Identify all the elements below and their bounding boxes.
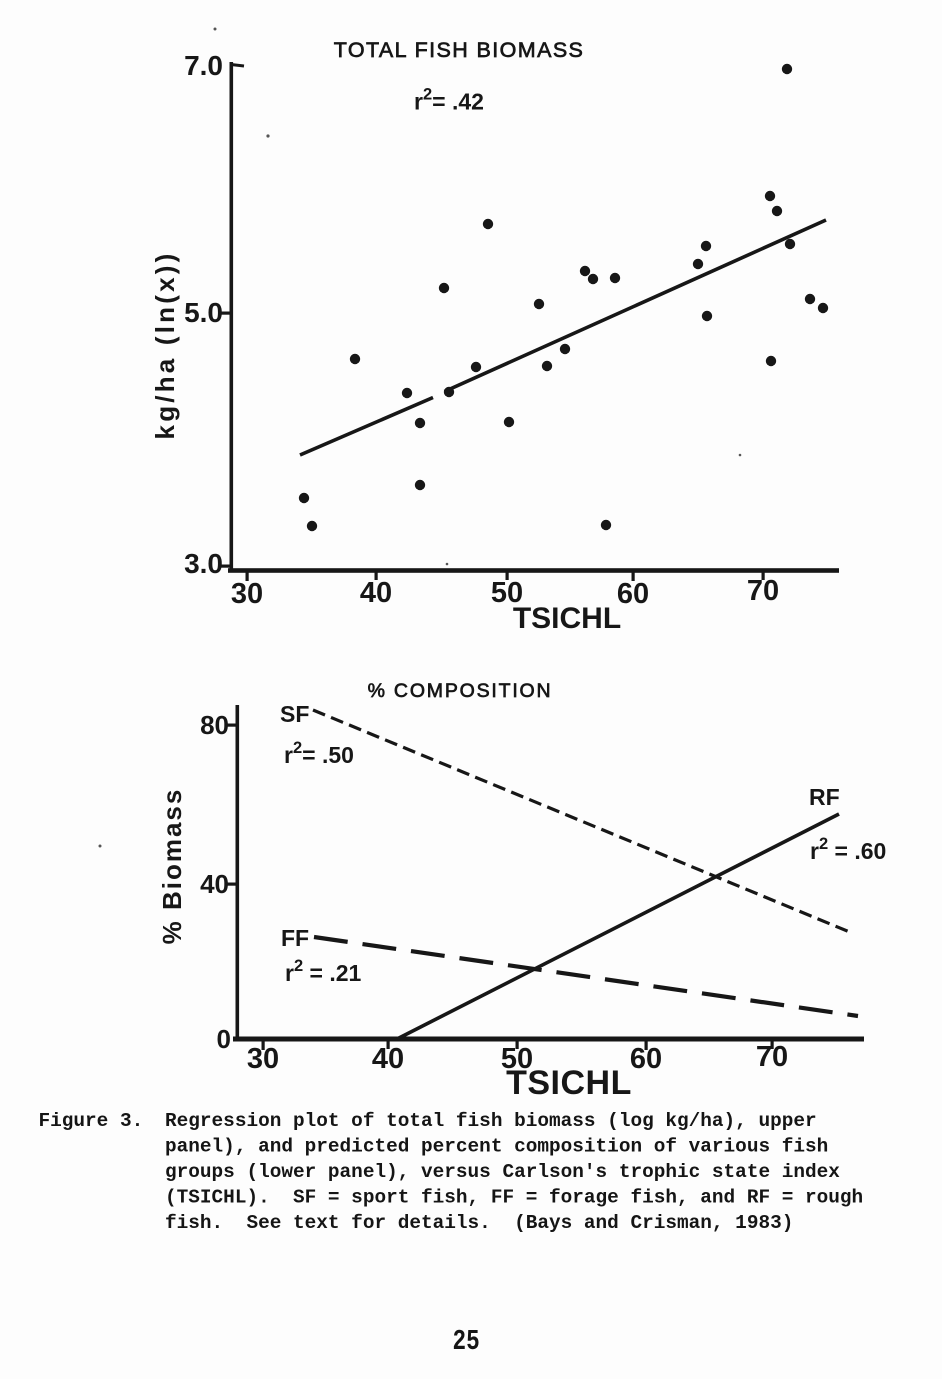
- svg-text:50: 50: [491, 577, 523, 609]
- svg-text:60: 60: [630, 1043, 662, 1075]
- svg-text:FF: FF: [281, 925, 309, 951]
- svg-text:SF: SF: [280, 701, 309, 727]
- svg-text:60: 60: [617, 578, 649, 610]
- svg-text:TSICHL: TSICHL: [513, 602, 621, 635]
- svg-text:TOTAL FISH BIOMASS: TOTAL FISH BIOMASS: [334, 38, 585, 62]
- svg-text:TSICHL: TSICHL: [506, 1064, 632, 1102]
- svg-text:Figure 3.: Figure 3.: [39, 1110, 144, 1132]
- svg-text:0: 0: [217, 1024, 231, 1054]
- svg-text:30: 30: [231, 578, 263, 610]
- svg-text:% Biomass: % Biomass: [157, 788, 187, 945]
- svg-text:r2 = .60: r2 = .60: [810, 835, 886, 864]
- svg-text:50: 50: [501, 1043, 533, 1075]
- svg-text:30: 30: [247, 1043, 279, 1075]
- svg-text:5.0: 5.0: [184, 297, 223, 328]
- svg-text:fish. See text for details.: fish. See text for details. (Bays and Cr…: [165, 1212, 793, 1234]
- svg-text:kg/ha (ln(x)): kg/ha (ln(x)): [150, 251, 180, 440]
- svg-text:groups (lower panel), versus C: groups (lower panel), versus Carlson's t…: [165, 1161, 840, 1183]
- svg-text:(TSICHL). SF = sport fish, FF: (TSICHL). SF = sport fish, FF = forage f…: [165, 1187, 863, 1209]
- svg-text:7.0: 7.0: [184, 50, 223, 81]
- svg-text:40: 40: [360, 577, 392, 609]
- svg-text:% COMPOSITION: % COMPOSITION: [368, 680, 553, 702]
- svg-text:RF: RF: [809, 784, 840, 810]
- svg-text:r2 = .21: r2 = .21: [285, 957, 362, 986]
- svg-text:r2= .42: r2= .42: [414, 86, 484, 115]
- svg-text:80: 80: [200, 710, 229, 740]
- svg-text:r2= .50: r2= .50: [284, 739, 354, 768]
- svg-text:40: 40: [200, 869, 229, 899]
- svg-text:40: 40: [372, 1043, 404, 1075]
- svg-text:70: 70: [747, 575, 779, 607]
- svg-text:Regression plot of total fish: Regression plot of total fish biomass (l…: [165, 1110, 817, 1132]
- svg-text:70: 70: [756, 1041, 788, 1073]
- svg-text:panel), and predicted percent: panel), and predicted percent compositio…: [165, 1136, 828, 1158]
- svg-text:25: 25: [453, 1324, 480, 1357]
- svg-text:3.0: 3.0: [184, 548, 223, 579]
